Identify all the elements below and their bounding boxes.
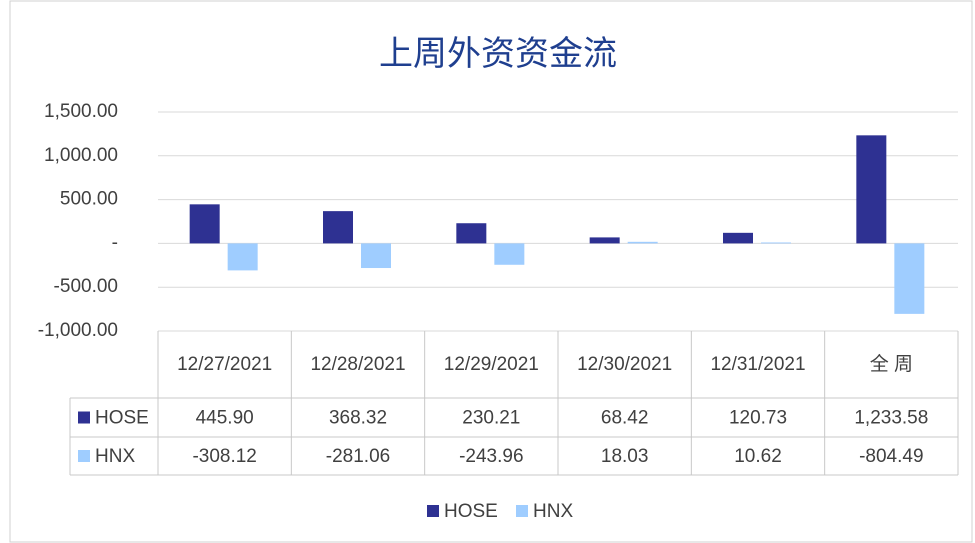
legend-label: HNX (533, 501, 573, 522)
table-legend-key (78, 450, 90, 462)
bar (627, 241, 658, 244)
table-value: 230.21 (462, 408, 520, 429)
legend-label: HOSE (444, 501, 498, 522)
x-tick-label: 12/29/2021 (443, 354, 539, 375)
table-series-name: HOSE (95, 408, 149, 429)
table-series-name: HNX (95, 446, 135, 467)
x-tick-label: 全 周 (869, 354, 913, 375)
table-value: 368.32 (329, 408, 387, 429)
table-value: -804.49 (859, 446, 923, 467)
bar (361, 243, 391, 269)
bar (894, 243, 925, 314)
bar (227, 243, 258, 271)
bar (189, 204, 220, 244)
table-value: -243.96 (459, 446, 523, 467)
x-category: 12/29/2021 (443, 354, 539, 375)
y-tick-label: 500.00 (60, 189, 118, 210)
table-value: 1,233.58 (854, 408, 928, 429)
table-value: 10.62 (734, 446, 782, 467)
y-tick-label: - (112, 232, 118, 253)
legend-key (516, 505, 528, 517)
table-value: 18.03 (601, 446, 649, 467)
x-category: 12/30/2021 (577, 354, 673, 375)
y-tick-label: 1,000.00 (44, 145, 118, 166)
chart-title: 上周外资资金流 (379, 35, 617, 73)
bar (494, 243, 525, 265)
x-category: 全 周 (869, 354, 913, 375)
table-value: 68.42 (601, 408, 649, 429)
table-value: 445.90 (196, 408, 254, 429)
table-value: -281.06 (326, 446, 390, 467)
bar (723, 232, 753, 244)
legend-key (427, 505, 439, 517)
x-category: 12/28/2021 (310, 354, 406, 375)
x-tick-label: 12/27/2021 (177, 354, 273, 375)
bar (761, 242, 791, 244)
table-legend-key (78, 411, 90, 424)
y-tick-label: 1,500.00 (44, 101, 118, 122)
table-value: -308.12 (192, 446, 256, 467)
chart-frame (9, 0, 973, 543)
y-tick-label: -1,000.00 (38, 320, 118, 341)
x-tick-label: 12/28/2021 (310, 354, 406, 375)
table-value: 120.73 (729, 408, 787, 429)
x-tick-label: 12/31/2021 (710, 354, 806, 375)
bar (856, 135, 887, 244)
bar (589, 237, 620, 244)
bar (323, 211, 353, 244)
bar (456, 223, 487, 244)
x-tick-label: 12/30/2021 (577, 354, 673, 375)
x-category: 12/27/2021 (177, 354, 273, 375)
y-tick-label: -500.00 (54, 276, 118, 297)
x-category: 12/31/2021 (710, 354, 806, 375)
